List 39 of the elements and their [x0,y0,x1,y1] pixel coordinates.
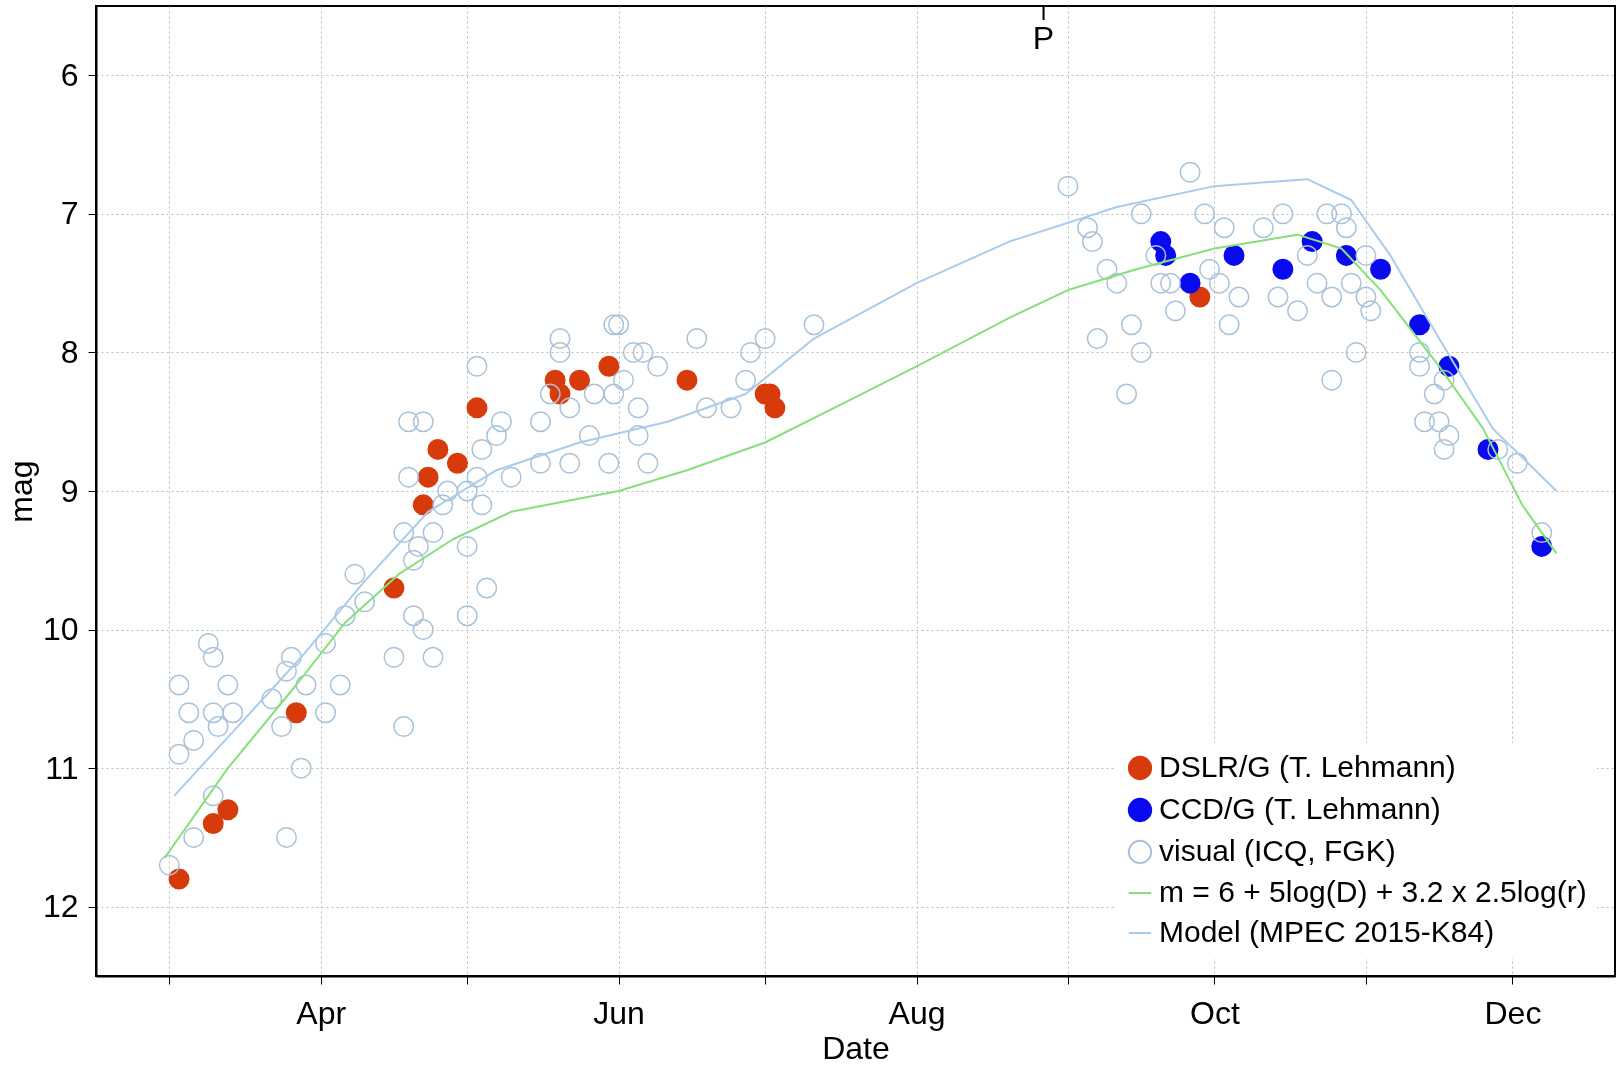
y-tick-label: 8 [60,333,79,370]
point [764,397,786,419]
y-tick-label: 6 [60,56,79,93]
y-tick-label: 12 [42,888,79,925]
point [676,369,698,391]
point [446,452,468,474]
legend-label: DSLR/G (T. Lehmann) [1159,750,1456,783]
point [598,355,620,377]
y-axis-title: mag [2,460,39,523]
x-tick-label: Dec [1484,994,1542,1031]
point [417,466,439,488]
legend-label: CCD/G (T. Lehmann) [1159,792,1441,825]
x-tick-label: Jun [593,994,645,1031]
point [217,799,239,821]
point [569,369,591,391]
legend-label: visual (ICQ, FGK) [1159,834,1396,867]
y-tick-label: 11 [45,749,79,786]
point [1189,286,1211,308]
x-axis-title: Date [822,1029,890,1066]
point [1223,244,1245,266]
point [412,494,434,516]
ref-line-label: P [1032,20,1055,56]
y-tick-label: 10 [42,611,79,648]
y-tick-label: 9 [60,472,79,509]
x-tick-label: Oct [1190,994,1240,1031]
x-tick-label: Aug [888,994,946,1031]
legend-label: Model (MPEC 2015-K84) [1159,915,1495,948]
legend-label: m = 6 + 5log(D) + 3.2 x 2.5log(r) [1159,875,1587,908]
point [466,397,488,419]
point [168,868,190,890]
point [1409,314,1431,336]
x-tick-label: Apr [296,994,347,1031]
y-tick-label: 7 [60,195,79,232]
point [285,702,307,724]
point [1179,272,1201,294]
point [1370,258,1392,280]
point [202,813,224,835]
point [427,438,449,460]
point [1272,258,1294,280]
